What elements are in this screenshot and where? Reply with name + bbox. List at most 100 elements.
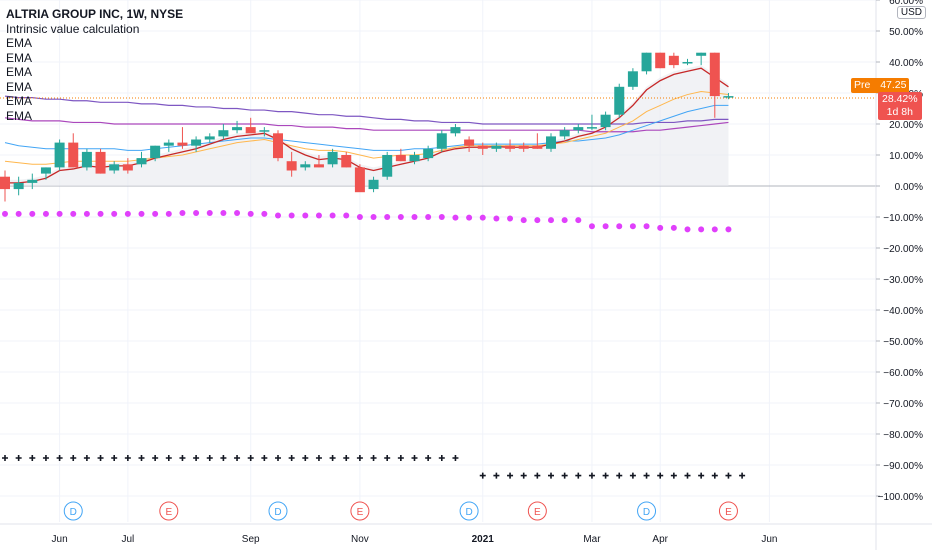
indicator-cross: [616, 472, 623, 479]
indicator-cross: [575, 472, 582, 479]
indicator-cross: [561, 472, 568, 479]
time-tick-label: Jul: [121, 534, 134, 545]
indicator-ema-3[interactable]: EMA: [6, 65, 33, 79]
indicator-cross: [684, 472, 691, 479]
indicator-dot: [616, 223, 623, 230]
candle-body: [327, 151, 338, 165]
indicator-ema-5[interactable]: EMA: [6, 94, 33, 108]
indicator-dot: [575, 217, 582, 224]
candle-body: [13, 182, 24, 190]
indicator-dot: [124, 210, 131, 217]
indicator-cross: [438, 455, 445, 461]
price-tick-label: −60.00%: [883, 368, 923, 379]
indicator-dot: [15, 210, 22, 217]
candle-body: [627, 71, 638, 87]
candle-body: [668, 55, 679, 66]
indicator-cross: [452, 455, 459, 461]
candle-body: [163, 142, 174, 146]
indicator-cross: [165, 455, 172, 461]
candle-body: [614, 86, 625, 115]
candle-body: [450, 127, 461, 134]
candle-body: [546, 136, 556, 149]
time-tick-label: Apr: [652, 534, 668, 545]
indicator-cross: [124, 455, 131, 461]
candle-body: [300, 164, 311, 168]
candle-body: [655, 52, 666, 69]
indicator-dot: [234, 209, 241, 216]
candle-body: [122, 164, 133, 171]
candle-body: [505, 145, 516, 149]
event-marker-letter: D: [465, 507, 472, 518]
indicator-cross: [138, 455, 145, 461]
candle-body: [286, 161, 297, 171]
event-marker-letter: E: [165, 507, 172, 518]
indicator-cross: [698, 472, 705, 479]
indicator-ema-1[interactable]: EMA: [6, 36, 33, 50]
event-marker-circle: [63, 501, 83, 521]
indicator-dot: [343, 212, 350, 219]
indicator-dot: [247, 210, 254, 217]
indicator-dot: [534, 217, 541, 224]
indicator-cross: [356, 455, 363, 461]
ema-line-blue: [4, 104, 729, 151]
indicator-ema-2[interactable]: EMA: [6, 50, 33, 65]
time-tick-label: Mar: [583, 534, 601, 545]
indicator-cross: [370, 455, 377, 461]
indicator-cross: [261, 455, 268, 461]
candle-body: [150, 145, 161, 159]
indicator-dot: [466, 214, 473, 221]
indicator-cross: [179, 455, 186, 461]
indicator-dot: [711, 226, 718, 233]
event-marker-circle: [459, 501, 479, 521]
event-marker-circle: [350, 501, 370, 521]
indicator-dot: [83, 210, 90, 217]
indicator-cross: [548, 472, 554, 479]
indicator-dot: [657, 224, 664, 231]
indicator-cross: [15, 455, 22, 461]
bar-countdown: 1d 8h: [886, 106, 913, 118]
last-price-tag: 28.42% 1d 8h: [878, 92, 922, 120]
indicator-cross: [288, 455, 295, 461]
price-tick-label: −50.00%: [883, 337, 923, 348]
indicator-cross: [56, 455, 63, 461]
indicator-cross: [629, 472, 636, 479]
indicator-dot: [288, 212, 295, 219]
indicator-cross: [602, 472, 609, 479]
indicator-cross: [315, 455, 322, 461]
candle-body: [395, 155, 406, 162]
candle-body: [573, 127, 584, 131]
price-tick-label: 0.00%: [895, 182, 923, 193]
indicator-dot: [629, 223, 636, 230]
indicator-cross: [111, 455, 118, 461]
candle-body: [232, 127, 243, 131]
currency-label[interactable]: USD: [896, 6, 926, 19]
time-tick-label: Nov: [351, 534, 369, 545]
event-marker-letter: D: [274, 507, 281, 518]
indicator-dot: [411, 214, 418, 220]
indicator-cross: [588, 472, 595, 479]
time-tick-label: 2021: [472, 534, 495, 545]
event-marker-circle: [527, 501, 547, 521]
indicator-intrinsic-value[interactable]: Intrinsic value calculation: [6, 21, 140, 36]
candle-body: [559, 130, 570, 137]
indicator-ema-6[interactable]: EMA: [6, 108, 33, 123]
indicator-dot: [220, 209, 227, 216]
candle-body: [54, 142, 65, 168]
candle-body: [81, 151, 92, 168]
symbol-title[interactable]: ALTRIA GROUP INC, 1W, NYSE: [6, 7, 184, 21]
pre-label: Pre: [854, 79, 871, 91]
price-tick-label: −80.00%: [883, 430, 923, 441]
indicator-cross: [425, 455, 432, 461]
pre-value: 47.25: [880, 79, 907, 91]
candle-body: [477, 145, 488, 149]
indicator-dot: [397, 214, 404, 220]
indicator-cross: [42, 455, 49, 461]
candle-body: [586, 127, 597, 129]
indicator-dot: [425, 214, 432, 220]
indicator-dot: [698, 226, 705, 233]
price-tick-label: 10.00%: [889, 151, 923, 162]
indicator-ema-4[interactable]: EMA: [6, 79, 33, 94]
candle-body: [313, 164, 324, 168]
candle-body: [709, 52, 720, 97]
